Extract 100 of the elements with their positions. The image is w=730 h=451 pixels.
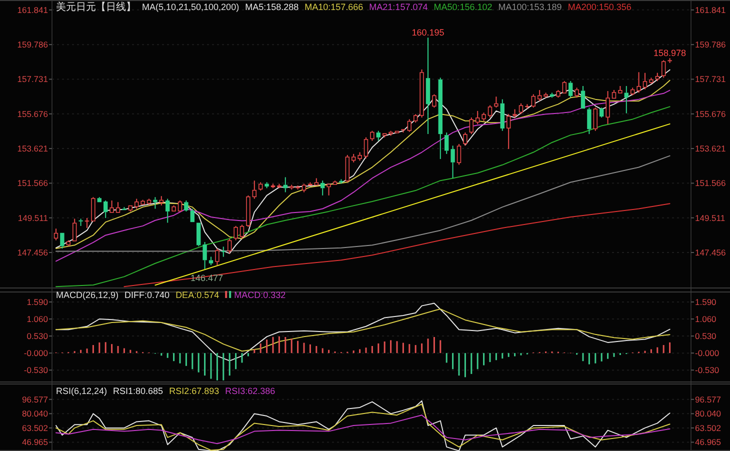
candlestick bbox=[258, 182, 263, 192]
y2-tick-label: 0.530 bbox=[695, 331, 717, 342]
candlestick bbox=[332, 180, 338, 185]
text: MA10:157.666 bbox=[304, 2, 364, 12]
y-tick-label: 153.621 bbox=[17, 144, 48, 154]
candlestick bbox=[146, 198, 152, 206]
candlestick bbox=[382, 133, 387, 138]
y2-tick-label: 46.965 bbox=[695, 437, 722, 448]
y2-tick-label: 151.566 bbox=[695, 178, 726, 188]
candlestick bbox=[159, 196, 164, 206]
y-tick-label: -0.530 bbox=[24, 365, 48, 376]
y-tick-label: 0.530 bbox=[26, 331, 48, 342]
y2-tick-label: -0.530 bbox=[695, 365, 720, 376]
candlestick bbox=[370, 130, 374, 142]
candlestick bbox=[252, 180, 256, 200]
candlestick bbox=[326, 184, 331, 196]
y-tick-label: 63.502 bbox=[22, 422, 48, 433]
candlestick bbox=[172, 204, 176, 212]
candlestick bbox=[234, 225, 238, 241]
candlestick bbox=[438, 77, 442, 160]
legend-title: MACD(26,12,9) bbox=[56, 290, 119, 300]
y2-tick-label: 63.502 bbox=[695, 422, 722, 433]
y2-tick-label: 159.786 bbox=[695, 40, 726, 50]
text: MA100:153.189 bbox=[498, 2, 562, 12]
candlestick bbox=[308, 182, 312, 186]
y2-tick-label: 1.590 bbox=[695, 296, 717, 307]
candlestick bbox=[246, 194, 250, 228]
legend-title: MA(5,10,21,50,100,200) bbox=[142, 2, 240, 12]
annotation: 160.195 bbox=[412, 28, 444, 38]
candlestick bbox=[426, 37, 430, 135]
text: DEA:0.574 bbox=[176, 290, 220, 300]
line-series bbox=[56, 106, 670, 288]
annotation: 158.978 bbox=[654, 48, 686, 58]
candlestick bbox=[606, 90, 610, 125]
chart-title: 美元日元【日线】 bbox=[56, 1, 136, 13]
y-tick-label: 1.590 bbox=[26, 296, 48, 307]
y-tick-label: 157.731 bbox=[17, 74, 48, 84]
line-series bbox=[56, 308, 670, 352]
y-tick-label: 149.511 bbox=[18, 212, 48, 223]
candlestick bbox=[202, 241, 207, 270]
candlestick bbox=[612, 90, 616, 99]
candlestick bbox=[600, 107, 604, 118]
candlestick bbox=[196, 222, 201, 247]
line-series bbox=[124, 203, 670, 288]
candlestick bbox=[630, 87, 635, 96]
y-tick-label: 80.040 bbox=[22, 408, 48, 419]
candlestick bbox=[642, 72, 648, 90]
candlestick bbox=[394, 130, 400, 134]
candlestick bbox=[668, 58, 672, 64]
candlestick bbox=[153, 196, 158, 210]
candlestick bbox=[432, 94, 436, 108]
candlestick bbox=[500, 98, 504, 132]
candlestick bbox=[414, 114, 418, 124]
candlestick bbox=[104, 200, 108, 219]
candlestick bbox=[54, 228, 58, 241]
candlestick bbox=[450, 145, 455, 179]
text: MA200:150.356 bbox=[568, 2, 632, 12]
y2-tick-label: -0.000 bbox=[695, 348, 720, 358]
text: DIFF:0.740 bbox=[124, 290, 170, 300]
text: RSI2:67.893 bbox=[169, 386, 220, 396]
candlestick bbox=[97, 196, 102, 202]
candlestick bbox=[624, 85, 628, 114]
candlestick bbox=[506, 114, 511, 150]
candlestick bbox=[476, 110, 480, 125]
candlestick bbox=[593, 107, 598, 132]
y-tick-label: 96.577 bbox=[22, 394, 48, 404]
candlestick bbox=[190, 208, 194, 222]
candlestick bbox=[72, 218, 77, 242]
candlestick bbox=[60, 232, 64, 250]
candlestick bbox=[580, 85, 586, 109]
candlestick bbox=[110, 200, 114, 213]
y2-tick-label: 155.676 bbox=[695, 108, 726, 119]
y-tick-label: 1.060 bbox=[26, 314, 48, 324]
y2-tick-label: 149.511 bbox=[695, 212, 726, 223]
line-series bbox=[56, 414, 670, 444]
candlestick bbox=[494, 96, 498, 108]
candlestick bbox=[444, 132, 449, 154]
text: MA5:158.288 bbox=[245, 2, 299, 12]
candlestick bbox=[91, 196, 96, 222]
candlestick bbox=[562, 80, 566, 94]
y-tick-label: 147.456 bbox=[17, 247, 48, 258]
text: RSI1:80.685 bbox=[113, 386, 164, 396]
candlestick bbox=[221, 246, 226, 258]
candlestick bbox=[401, 129, 406, 134]
candlestick bbox=[544, 92, 548, 98]
candlestick bbox=[352, 153, 356, 163]
candlestick bbox=[482, 112, 486, 122]
y2-tick-label: 161.841 bbox=[695, 4, 726, 15]
y2-tick-label: 80.040 bbox=[695, 408, 722, 419]
y-tick-label: 155.676 bbox=[17, 108, 48, 119]
text: RSI3:62.386 bbox=[225, 386, 276, 396]
y2-tick-label: 157.731 bbox=[695, 74, 726, 84]
text: MA50:156.102 bbox=[434, 2, 492, 12]
y2-tick-label: 1.060 bbox=[695, 314, 717, 324]
candlestick bbox=[407, 118, 412, 132]
y-tick-label: 161.841 bbox=[17, 4, 48, 15]
legend-label: MACD:0.332 bbox=[234, 290, 286, 300]
y2-tick-label: 96.577 bbox=[695, 394, 722, 404]
candlestick bbox=[84, 218, 90, 228]
candlestick bbox=[320, 180, 325, 196]
